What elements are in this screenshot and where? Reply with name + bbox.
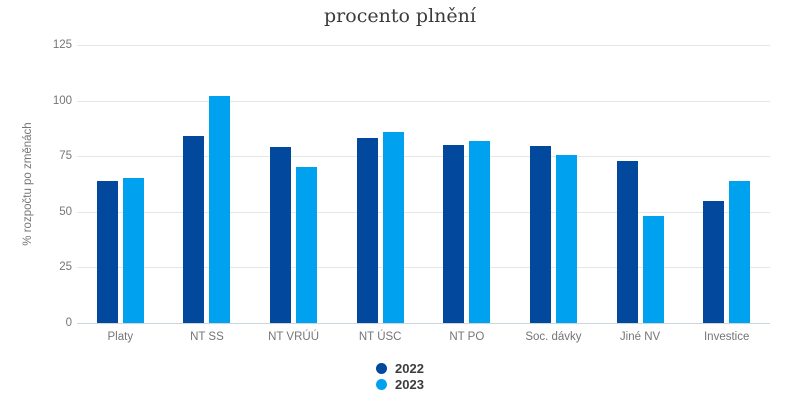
x-category-label-jin-nv: Jiné NV — [619, 331, 661, 343]
bar-2023-nt-po[interactable] — [469, 140, 491, 323]
bar-2023-nt-ss[interactable] — [209, 96, 231, 323]
legend-item-2023[interactable]: 2023 — [376, 376, 424, 392]
bar-2023-soc-d-vky[interactable] — [555, 155, 577, 323]
bar-2023-investice[interactable] — [729, 180, 751, 323]
gridline — [77, 267, 770, 269]
y-axis-title: % rozpočtu po změnách — [22, 122, 34, 246]
y-tick-label: 125 — [52, 39, 72, 51]
gridline — [77, 45, 770, 46]
y-tick-label: 25 — [59, 261, 72, 274]
x-category-label-platy: Platy — [107, 331, 134, 343]
bar-2023-nt-sc[interactable] — [382, 131, 404, 323]
y-tick-label: 75 — [59, 150, 72, 163]
bar-2022-nt-sc[interactable] — [356, 138, 378, 323]
legend: 2022 2023 — [0, 360, 800, 392]
y-tick-label: 100 — [52, 94, 72, 107]
legend-item-2022[interactable]: 2022 — [376, 360, 424, 376]
x-axis-baseline — [77, 323, 770, 324]
bar-2022-nt-ss[interactable] — [183, 136, 205, 323]
legend-label: 2022 — [395, 360, 424, 376]
y-tick-label: 50 — [59, 205, 72, 218]
legend-label: 2023 — [395, 376, 424, 392]
x-category-label-nt-vr: NT VRÚÚ — [268, 331, 320, 343]
x-category-label-investice: Investice — [703, 331, 750, 343]
gridline — [77, 100, 770, 102]
bar-2023-jin-nv[interactable] — [642, 216, 664, 323]
x-category-label-nt-ss: NT SS — [190, 331, 224, 343]
chart-title: procento plnění — [324, 5, 476, 27]
bar-2022-platy[interactable] — [96, 180, 118, 323]
bar-2022-soc-d-vky[interactable] — [529, 146, 551, 323]
gridline — [77, 156, 770, 158]
gridline — [77, 211, 770, 213]
bar-2023-nt-vr[interactable] — [296, 167, 318, 323]
bar-2022-jin-nv[interactable] — [616, 160, 638, 323]
plot-area — [77, 45, 770, 324]
y-tick-label: 0 — [65, 317, 72, 329]
x-category-label-soc-d-vky: Soc. dávky — [525, 331, 582, 343]
bar-2022-investice[interactable] — [703, 200, 725, 323]
legend-marker-icon — [376, 362, 388, 374]
legend-marker-icon — [376, 378, 388, 390]
bar-2022-nt-vr[interactable] — [270, 147, 292, 323]
x-category-label-nt-sc: NT ÚSC — [358, 331, 402, 343]
x-category-label-nt-po: NT PO — [449, 331, 485, 343]
bar-2023-platy[interactable] — [122, 178, 144, 323]
bar-2022-nt-po[interactable] — [443, 145, 465, 323]
